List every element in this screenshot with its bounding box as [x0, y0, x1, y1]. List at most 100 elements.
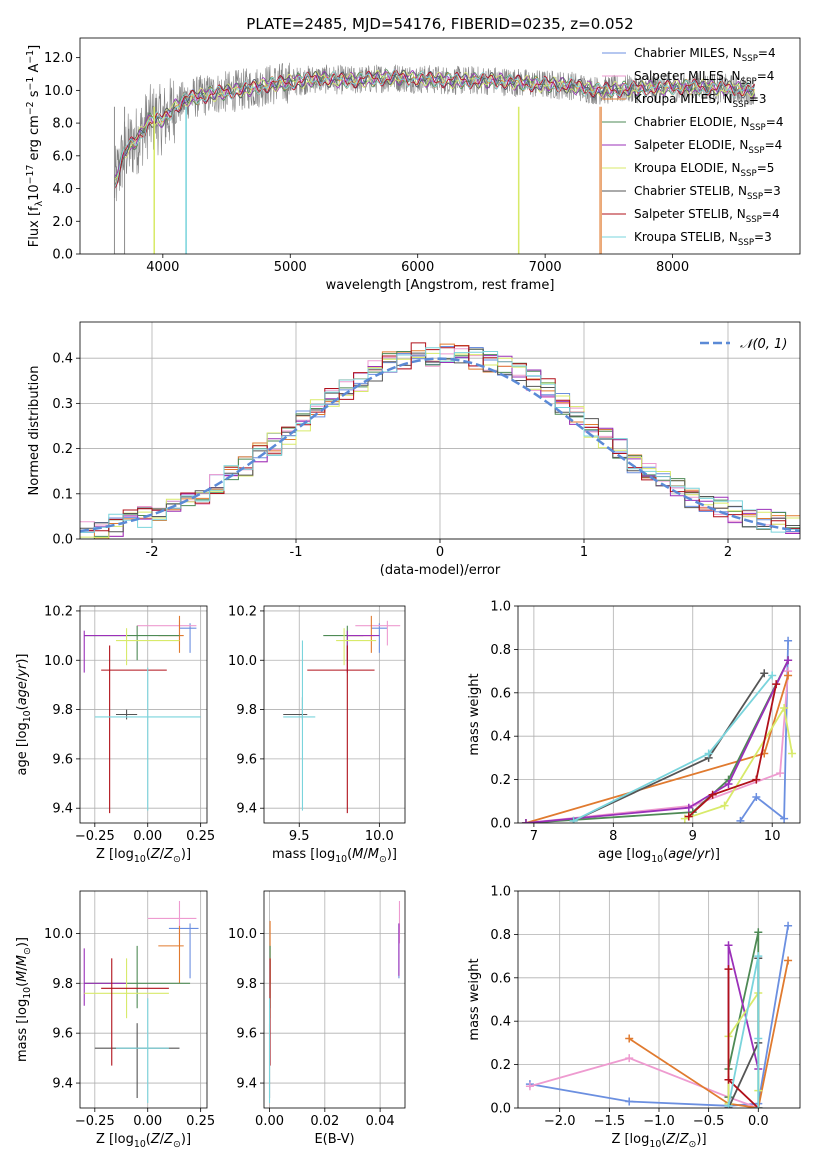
- series-marker: [788, 749, 797, 758]
- x-axis-label: Z [log10(Z/Z⊙)]: [96, 1132, 191, 1150]
- y-tick-label: 0.6: [490, 686, 511, 701]
- legend-label: Kroupa STELIB, NSSP=3: [634, 230, 772, 248]
- x-tick-label: 0: [436, 545, 444, 560]
- series-line: [525, 659, 789, 823]
- y-tick-label: 2.0: [52, 215, 73, 230]
- series-marker: [724, 779, 733, 788]
- plot-area-massweight-vs-age: [521, 636, 797, 823]
- series-marker: [720, 801, 729, 810]
- y-tick-label: 9.6: [52, 1027, 73, 1042]
- y-tick-label: 0.4: [52, 352, 73, 367]
- x-tick-label: 0.04: [366, 1114, 395, 1129]
- data-point-7: [101, 958, 169, 1066]
- series-marker: [760, 669, 769, 678]
- x-tick-label: 1: [580, 545, 588, 560]
- y-tick-label: 10.0: [228, 927, 257, 942]
- y-tick-label: 9.4: [236, 802, 257, 817]
- series-marker: [784, 656, 793, 665]
- series-marker: [724, 1101, 733, 1108]
- x-axis-label: E(B-V): [314, 1132, 354, 1147]
- series-marker: [784, 636, 793, 645]
- legend: 𝒩(0, 1): [700, 337, 787, 352]
- y-tick-label: 9.4: [52, 1077, 73, 1092]
- chart-title: PLATE=2485, MJD=54176, FIBERID=0235, z=0…: [246, 15, 633, 33]
- legend-label: 𝒩(0, 1): [740, 337, 787, 352]
- masked-region: [517, 106, 520, 254]
- axes-frame: [79, 321, 801, 540]
- plot-area-residuals: [80, 342, 800, 539]
- axes-age-vs-mass: 9.5 10.0 9.4 9.6 9.8 10.0 10.2 mass [log10(M/M⊙…: [228, 604, 406, 865]
- data-point-2: [158, 925, 184, 984]
- y-tick-label: 0.2: [52, 442, 73, 457]
- x-tick-label: 9.5: [289, 829, 310, 844]
- y-tick-label: 0.4: [490, 1015, 511, 1030]
- series-marker: [704, 749, 713, 758]
- model-fit-2: [114, 70, 755, 188]
- legend-label: Chabrier ELODIE, NSSP=4: [634, 115, 783, 133]
- series-marker: [708, 790, 717, 799]
- y-tick-label: 9.8: [52, 703, 73, 718]
- axes-mass-vs-ebv: 0.00 0.02 0.04 9.4 9.6 9.8 10.0 E(B-V): [228, 890, 406, 1147]
- data-point-0: [371, 623, 388, 653]
- axes-massweight-vs-age: 7 8 9 10 0.0 0.2 0.4 0.6 0.8 1.0 age [log10(age/yr…: [467, 600, 801, 865]
- x-tick-label: −0.5: [693, 1114, 725, 1129]
- data-point-0: [168, 923, 199, 979]
- legend-label: Salpeter ELODIE, NSSP=4: [634, 138, 782, 156]
- data-point-1: [137, 620, 197, 646]
- data-point-4: [83, 948, 127, 1006]
- x-axis-label: age [log10(age/yr)]: [598, 847, 720, 865]
- series-marker: [752, 792, 761, 801]
- axes-age-vs-Z: −0.25 0.00 0.25 9.4 9.6 9.8 10.0 10.2 Z [log10(Z…: [15, 604, 215, 865]
- x-tick-label: −0.25: [75, 829, 115, 844]
- series-marker: [784, 671, 793, 680]
- y-tick-label: 0.2: [490, 1058, 511, 1073]
- series-marker: [736, 816, 745, 823]
- data-point-8: [94, 667, 201, 811]
- legend-label: Chabrier MILES, NSSP=4: [634, 46, 776, 64]
- axes-mass-vs-Z: −0.25 0.00 0.25 9.4 9.6 9.8 10.0 Z [log10(Z/Z⊙)…: [15, 890, 215, 1150]
- axes-spectrum: 4000 5000 6000 7000 8000 0.0 2.0 4.0 6.0 8.0 10.0 1…: [25, 37, 801, 293]
- histogram-8: [80, 347, 800, 533]
- series-marker: [724, 1075, 733, 1084]
- series-0: [736, 636, 793, 823]
- axes-frame: [79, 890, 208, 1109]
- data-point-7: [307, 645, 375, 814]
- y-axis-label: Flux [fλ10−17 erg cm−2 s−1 A−1]: [25, 45, 45, 247]
- data-point-8: [283, 640, 316, 811]
- y-axis-label: Normed distribution: [27, 366, 42, 496]
- axes-frame: [79, 605, 208, 824]
- series-marker: [625, 1034, 634, 1043]
- data-point-2: [347, 615, 375, 653]
- data-point-4: [346, 630, 380, 673]
- model-fit-8: [114, 69, 755, 189]
- x-tick-label: 8000: [656, 260, 689, 275]
- x-tick-label: 2: [724, 545, 732, 560]
- series-marker: [625, 1054, 634, 1063]
- series-marker: [780, 814, 789, 823]
- axes-frame: [263, 890, 406, 1109]
- series-line: [628, 960, 789, 1108]
- x-tick-label: 10: [764, 829, 781, 844]
- y-tick-label: 0.0: [52, 248, 73, 263]
- model-fit-6: [114, 69, 755, 185]
- axes-residuals: -2 -1 0 1 2 0.0 0.1 0.2 0.3 0.4 (data-model)/error…: [27, 321, 801, 578]
- masked-region: [599, 106, 602, 254]
- series-marker: [684, 803, 693, 812]
- data-point-5: [336, 628, 377, 666]
- data-point-3: [323, 625, 364, 661]
- y-tick-label: 9.6: [236, 752, 257, 767]
- series-line: [688, 683, 778, 818]
- x-tick-label: 7: [530, 829, 538, 844]
- series-marker: [684, 812, 693, 821]
- series-5: [680, 703, 797, 823]
- y-tick-label: 10.0: [44, 654, 73, 669]
- axes-massweight-vs-Z: −2.0 −1.5 −1.0 −0.5 0.0 0.0 0.2 0.4 0.6 0.8 1.0 Z […: [467, 885, 801, 1150]
- y-tick-label: 10.0: [44, 927, 73, 942]
- y-tick-label: 0.6: [490, 971, 511, 986]
- series-8: [569, 671, 777, 823]
- y-tick-label: 10.0: [228, 654, 257, 669]
- y-tick-label: 10.2: [44, 604, 73, 619]
- series-marker: [784, 956, 793, 965]
- x-tick-label: 4000: [146, 260, 179, 275]
